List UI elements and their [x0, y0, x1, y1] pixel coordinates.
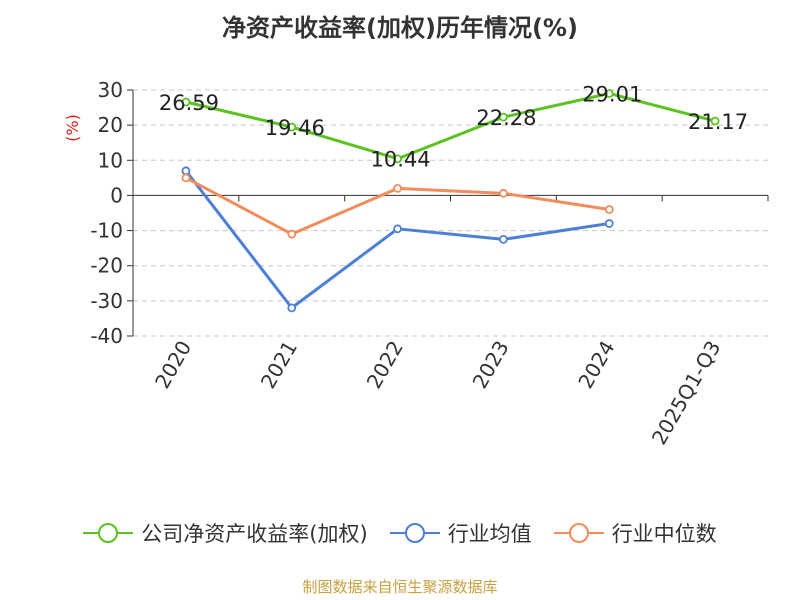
data-point	[287, 229, 297, 239]
legend-item[interactable]: 行业中位数	[553, 518, 717, 548]
legend: 公司净资产收益率(加权) 行业均值 行业中位数	[0, 518, 800, 548]
data-label: 21.17	[688, 110, 748, 134]
y-axis-label: (%)	[63, 114, 82, 142]
data-point	[287, 122, 297, 132]
x-tick-label: 2021	[256, 337, 302, 393]
data-point	[604, 219, 614, 228]
data-point	[499, 112, 508, 122]
data-point	[181, 166, 191, 176]
y-tick-label: 20	[98, 113, 123, 137]
y-tick-label: 30	[98, 78, 123, 102]
series-line	[185, 91, 716, 161]
series-layer	[181, 89, 720, 313]
legend-label: 行业中位数	[611, 522, 717, 546]
data-point	[604, 89, 614, 98]
grid-layer	[133, 89, 768, 337]
data-label: 10.44	[371, 148, 431, 172]
x-tick-label: 2023	[468, 336, 514, 392]
legend-item[interactable]: 行业均值	[389, 518, 532, 548]
y-tick-label: -40	[90, 324, 123, 348]
data-point	[181, 97, 191, 107]
data-label: 19.46	[265, 116, 325, 140]
source-note: 制图数据来自恒生聚源数据库	[302, 578, 498, 596]
data-point	[604, 205, 614, 214]
axis-layer: 30 20 10 0 -10 -20 -30 -40 (%) 2020 2021 2022 2023 20…	[63, 78, 769, 449]
data-label: 29.01	[582, 82, 642, 106]
x-tick-label: 2025Q1-Q3	[647, 337, 726, 449]
data-point	[499, 188, 508, 198]
legend-marker-icon	[389, 523, 440, 543]
data-point	[499, 234, 508, 244]
y-tick-label: -20	[90, 254, 123, 278]
legend-label: 公司净资产收益率(加权)	[141, 522, 368, 546]
data-point	[710, 116, 720, 126]
legend-circle	[98, 523, 119, 543]
data-point	[393, 183, 402, 193]
y-tick-label: 0	[110, 183, 123, 207]
x-tick-label: 2024	[573, 337, 619, 393]
data-point	[393, 154, 402, 164]
legend-item[interactable]: 公司净资产收益率(加权)	[83, 518, 368, 548]
legend-marker-icon	[83, 523, 134, 543]
y-tick-label: 10	[98, 148, 123, 172]
legend-circle	[404, 523, 425, 543]
data-label: 26.59	[159, 91, 219, 115]
y-tick-label: -10	[90, 219, 123, 243]
chart-title: 净资产收益率(加权)历年情况(%)	[222, 14, 578, 42]
legend-label: 行业均值	[447, 522, 532, 546]
data-point	[181, 173, 191, 183]
legend-circle	[568, 523, 589, 543]
label-layer: 26.59 19.46 10.44 22.28 29.01 21.17	[159, 82, 748, 171]
data-point	[287, 303, 297, 313]
y-tick-label: -30	[90, 289, 123, 313]
legend-marker-icon	[553, 523, 604, 543]
data-label: 22.28	[476, 106, 536, 130]
x-tick-label: 2022	[362, 337, 408, 393]
data-point	[393, 224, 402, 234]
x-tick-label: 2020	[150, 337, 196, 393]
